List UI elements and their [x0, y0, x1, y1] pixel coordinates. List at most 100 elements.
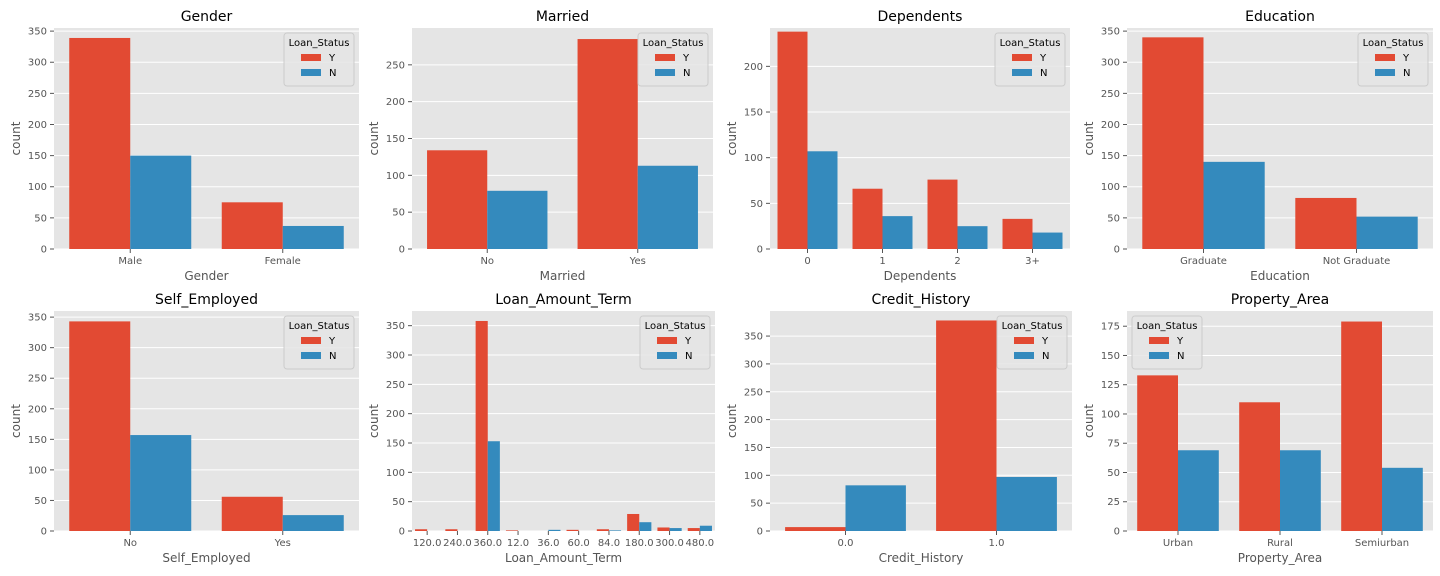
y-tick-label: 150	[1101, 151, 1120, 162]
bar-y-1	[445, 529, 458, 531]
legend-swatch-y	[301, 337, 321, 344]
bar-n-2	[487, 441, 500, 531]
bar-n-2	[957, 226, 988, 249]
legend-title: Loan_Status	[289, 321, 350, 332]
bar-y-2	[927, 179, 958, 249]
legend-swatch-n	[1012, 69, 1032, 76]
bar-y-1	[1239, 402, 1280, 531]
legend-title: Loan_Status	[289, 38, 350, 49]
y-tick-label: 25	[1107, 497, 1120, 508]
legend: Loan_Status YN	[1357, 32, 1429, 87]
bar-y-0	[785, 527, 846, 531]
legend-title: Loan_Status	[643, 38, 704, 49]
bar-n-0	[845, 485, 906, 531]
bar-y-2	[475, 320, 488, 531]
legend-label-y: Y	[1402, 53, 1410, 64]
legend-swatch-n	[657, 352, 677, 359]
x-tick-label: Not Graduate	[1323, 256, 1391, 267]
bar-y-3	[1002, 218, 1033, 249]
y-tick-label: 300	[28, 343, 47, 354]
y-tick-label: 100	[744, 153, 763, 164]
bar-n-8	[669, 528, 682, 531]
y-tick-label: 200	[28, 404, 47, 415]
x-tick-label: Male	[118, 256, 142, 267]
x-tick-label: 0.0	[838, 538, 854, 549]
y-axis-label: count	[9, 404, 23, 438]
y-tick-label: 100	[744, 471, 763, 482]
y-tick-label: 100	[28, 465, 47, 476]
x-axis-label: Gender	[184, 269, 228, 283]
legend-label-y: Y	[328, 53, 336, 64]
chart-property-area: 0 25 50 75 100 125 150 175 Urban Rural Semiurban Pr…	[1082, 292, 1433, 565]
chart-title: Credit_History	[872, 292, 971, 308]
y-tick-label: 200	[386, 97, 405, 108]
y-tick-label: 300	[1101, 58, 1120, 69]
legend-label-y: Y	[328, 336, 336, 347]
bar-y-1	[577, 39, 638, 249]
legend-label-y: Y	[682, 53, 690, 64]
y-tick-label: 250	[28, 374, 47, 385]
x-tick-label: No	[123, 538, 137, 549]
bar-n-2	[1382, 467, 1423, 531]
y-tick-label: 200	[744, 62, 763, 73]
x-tick-label: 1	[879, 256, 885, 267]
y-tick-label: 50	[392, 497, 405, 508]
y-tick-label: 150	[386, 439, 405, 450]
x-tick-label: Graduate	[1180, 256, 1227, 267]
x-tick-label: Semiurban	[1355, 538, 1409, 549]
legend: Loan_Status YN	[283, 32, 355, 87]
y-tick-label: 200	[386, 409, 405, 420]
y-tick-label: 0	[399, 245, 405, 256]
y-tick-label: 0	[757, 527, 763, 538]
bar-n-0	[1178, 450, 1219, 531]
legend-label-y: Y	[684, 336, 692, 347]
y-tick-label: 100	[386, 468, 405, 479]
y-tick-label: 0	[1114, 245, 1120, 256]
y-tick-label: 350	[28, 27, 47, 38]
y-tick-label: 50	[1107, 468, 1120, 479]
legend: Loan_Status YN	[639, 315, 711, 370]
chart-education: 0 50 100 150 200 250 300 350 Graduate Not Graduat…	[1082, 9, 1433, 283]
chart-title: Self_Employed	[155, 292, 258, 308]
chart-dependents: 0 50 100 150 200 0 1 2 3+ Dependents Dependents cou…	[725, 9, 1070, 283]
legend: Loan_Status YN	[283, 315, 355, 370]
bar-y-2	[1341, 321, 1382, 531]
x-axis-label: Credit_History	[879, 551, 964, 565]
bar-y-9	[687, 528, 700, 531]
y-tick-label: 250	[28, 89, 47, 100]
chart-title: Dependents	[878, 9, 963, 25]
y-tick-label: 150	[744, 443, 763, 454]
x-tick-label: 36.0	[537, 538, 559, 549]
x-tick-label: 240.0	[443, 538, 472, 549]
y-tick-label: 350	[386, 321, 405, 332]
legend-title: Loan_Status	[1363, 38, 1424, 49]
x-tick-label: No	[480, 256, 494, 267]
y-tick-label: 350	[28, 313, 47, 324]
chart-title: Loan_Amount_Term	[495, 292, 632, 308]
bar-y-8	[657, 527, 670, 531]
y-tick-label: 250	[1101, 89, 1120, 100]
x-axis-label: Self_Employed	[162, 551, 250, 565]
bar-y-0	[777, 31, 808, 249]
x-tick-label: 3+	[1025, 256, 1040, 267]
bar-y-1	[1295, 197, 1357, 249]
legend-label-n: N	[685, 351, 692, 362]
legend-label-n: N	[329, 351, 336, 362]
y-tick-label: 150	[1101, 351, 1120, 362]
bar-y-6	[596, 529, 609, 531]
y-axis-label: count	[725, 121, 739, 155]
bar-n-0	[130, 435, 192, 531]
y-tick-label: 350	[744, 332, 763, 343]
x-tick-label: 120.0	[413, 538, 442, 549]
bar-n-0	[1203, 161, 1265, 249]
bar-n-1	[282, 225, 344, 249]
y-tick-label: 0	[1114, 527, 1120, 538]
bar-y-7	[627, 513, 640, 531]
x-tick-label: 180.0	[625, 538, 654, 549]
x-axis-label: Married	[540, 269, 586, 283]
y-tick-label: 150	[28, 151, 47, 162]
legend-label-n: N	[1177, 351, 1184, 362]
y-tick-label: 300	[28, 58, 47, 69]
y-tick-label: 200	[28, 120, 47, 131]
y-tick-label: 0	[399, 527, 405, 538]
